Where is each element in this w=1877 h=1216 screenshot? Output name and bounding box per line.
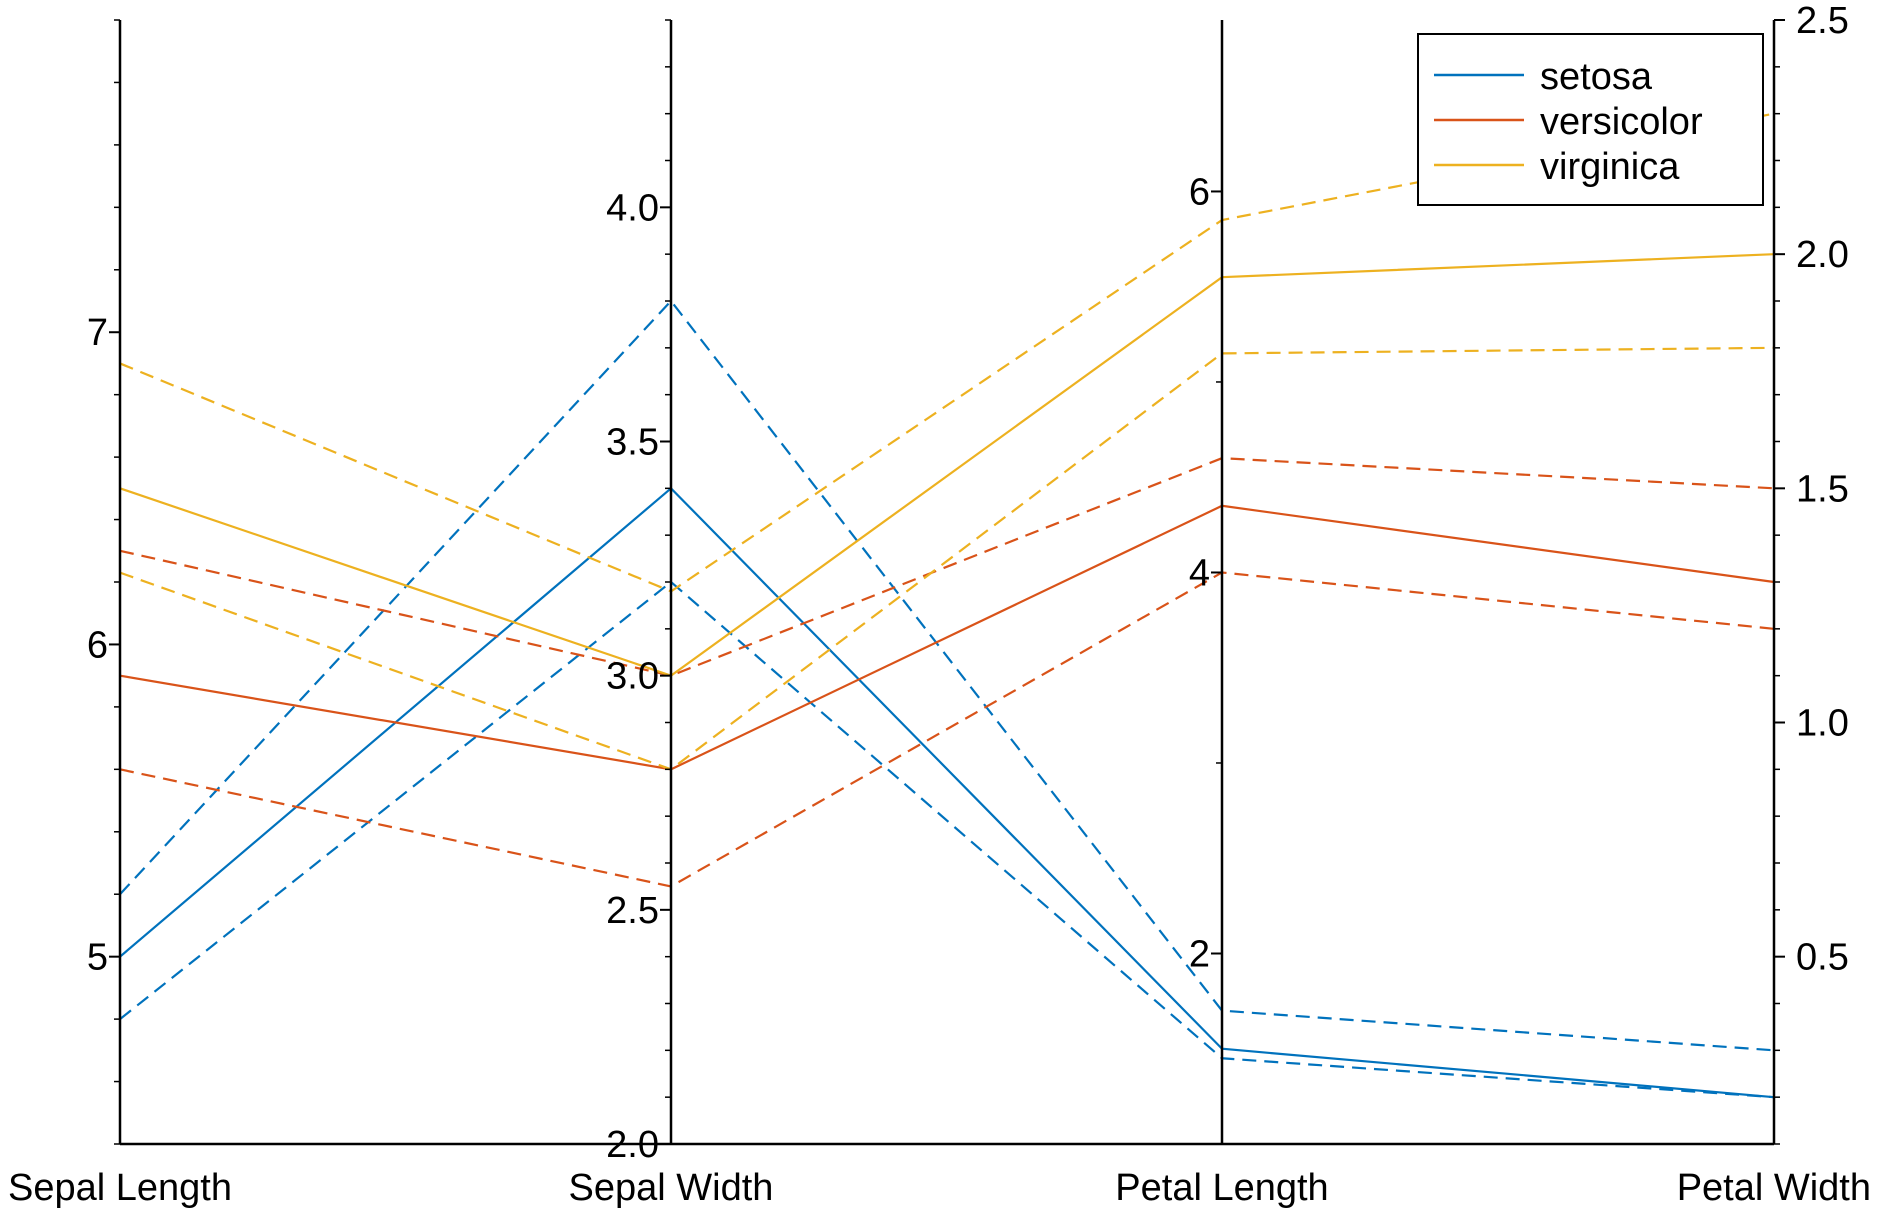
series-line-setosa-1	[119, 299, 1775, 1052]
axis-label-petal-length: Petal Length	[1115, 1167, 1328, 1209]
legend: setosa versicolor virginica	[1417, 33, 1764, 206]
tick-label-petal-width: 2.5	[1796, 0, 1849, 42]
tick-label-sepal-width: 3.0	[606, 656, 659, 698]
series-line-setosa-2	[119, 580, 1775, 1099]
axis-label-petal-width: Petal Width	[1677, 1167, 1871, 1209]
axis-label-sepal-width: Sepal Width	[569, 1167, 774, 1209]
tick-label-petal-width: 2.0	[1796, 234, 1849, 276]
legend-label-setosa: setosa	[1540, 56, 1653, 98]
series-line-versicolor-5	[119, 571, 1775, 888]
series-line-virginica-8	[119, 346, 1775, 771]
tick-label-petal-width: 1.0	[1796, 703, 1849, 745]
legend-label-virginica: virginica	[1540, 146, 1680, 188]
legend-label-versicolor: versicolor	[1540, 101, 1703, 143]
tick-label-sepal-length: 7	[87, 312, 108, 354]
series-line-virginica-6	[119, 253, 1775, 677]
tick-label-petal-length: 6	[1189, 171, 1210, 213]
tick-label-sepal-length: 5	[87, 937, 108, 979]
axes: 5 6 7 Sepal Length 2.0 2.5 3.0 3.5 4.0 Sepal Widt…	[8, 0, 1871, 1209]
series-lines	[119, 112, 1775, 1099]
tick-label-petal-length: 2	[1189, 933, 1210, 975]
series-line-versicolor-3	[119, 504, 1775, 771]
tick-label-petal-width: 1.5	[1796, 468, 1849, 510]
tick-label-petal-length: 4	[1189, 552, 1210, 594]
tick-label-sepal-length: 6	[87, 624, 108, 666]
tick-label-sepal-width: 4.0	[606, 187, 659, 229]
tick-label-sepal-width: 3.5	[606, 422, 659, 464]
tick-label-petal-width: 0.5	[1796, 937, 1849, 979]
series-line-versicolor-4	[119, 457, 1775, 677]
series-line-setosa-0	[119, 486, 1775, 1099]
tick-label-sepal-width: 2.5	[606, 890, 659, 932]
tick-label-sepal-width: 2.0	[606, 1124, 659, 1166]
axis-label-sepal-length: Sepal Length	[8, 1167, 232, 1209]
